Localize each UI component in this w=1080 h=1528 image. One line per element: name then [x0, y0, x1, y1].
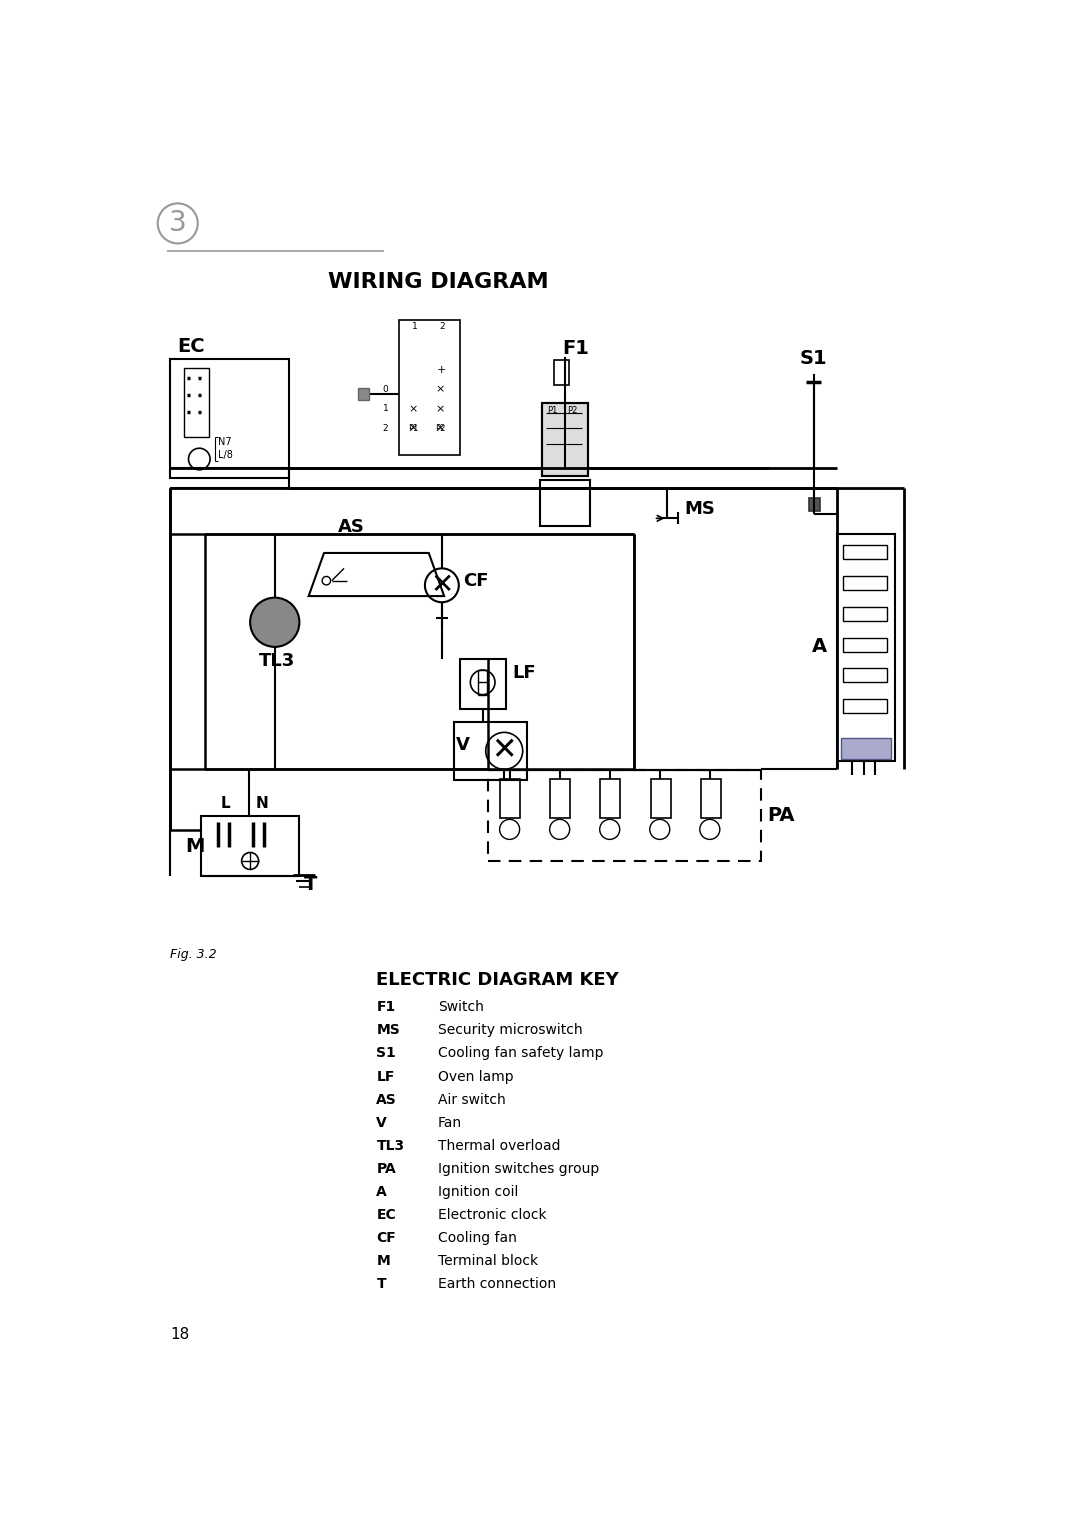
Text: M: M — [186, 837, 205, 856]
Text: 2: 2 — [382, 423, 389, 432]
Text: MS: MS — [377, 1024, 401, 1038]
Bar — [843, 576, 887, 590]
Bar — [542, 403, 589, 475]
Text: Cooling fan safety lamp: Cooling fan safety lamp — [438, 1047, 604, 1060]
Text: Ignition switches group: Ignition switches group — [438, 1161, 599, 1177]
Text: Electronic clock: Electronic clock — [438, 1209, 546, 1222]
Text: ✕: ✕ — [491, 736, 517, 766]
Text: S1: S1 — [377, 1047, 396, 1060]
Text: P1: P1 — [408, 423, 419, 432]
Text: ×: × — [408, 423, 418, 434]
Text: P1: P1 — [548, 406, 557, 416]
Text: LF: LF — [512, 665, 536, 681]
Text: ELECTRIC DIAGRAM KEY: ELECTRIC DIAGRAM KEY — [377, 972, 619, 989]
Text: LF: LF — [377, 1070, 395, 1083]
Text: TL3: TL3 — [259, 652, 296, 669]
Bar — [843, 700, 887, 714]
Bar — [843, 637, 887, 651]
Text: +: + — [437, 365, 446, 376]
Text: Security microswitch: Security microswitch — [438, 1024, 582, 1038]
Text: 18: 18 — [170, 1326, 189, 1342]
Bar — [840, 738, 891, 759]
Text: AS: AS — [377, 1093, 397, 1106]
Text: PA: PA — [377, 1161, 396, 1177]
Bar — [843, 668, 887, 683]
Text: L/8: L/8 — [218, 451, 232, 460]
Text: A: A — [812, 637, 827, 657]
Bar — [540, 480, 591, 526]
Bar — [201, 816, 299, 877]
Bar — [551, 779, 570, 817]
Text: Cooling fan: Cooling fan — [438, 1232, 517, 1245]
Text: Terminal block: Terminal block — [438, 1254, 538, 1268]
Text: EC: EC — [178, 338, 205, 356]
Text: 3: 3 — [168, 209, 187, 237]
Text: Oven lamp: Oven lamp — [438, 1070, 514, 1083]
Text: 0: 0 — [382, 385, 389, 394]
Text: WIRING DIAGRAM: WIRING DIAGRAM — [327, 272, 549, 292]
Bar — [600, 779, 621, 817]
Bar — [184, 368, 208, 437]
Text: P2: P2 — [435, 423, 445, 432]
Text: ×: × — [435, 385, 445, 394]
Text: MS: MS — [685, 500, 715, 518]
Text: S1: S1 — [800, 350, 827, 368]
Text: L: L — [220, 796, 230, 811]
Text: CF: CF — [463, 573, 489, 590]
Text: 2: 2 — [440, 322, 445, 332]
Bar — [542, 403, 589, 475]
Text: TL3: TL3 — [377, 1138, 405, 1152]
Text: ×: × — [435, 403, 445, 414]
Text: ✕: ✕ — [430, 571, 454, 599]
Text: Thermal overload: Thermal overload — [438, 1138, 561, 1152]
Text: Ignition coil: Ignition coil — [438, 1186, 518, 1199]
Text: AS: AS — [338, 518, 365, 536]
Text: EC: EC — [377, 1209, 396, 1222]
Text: P2: P2 — [567, 406, 578, 416]
Bar — [455, 723, 527, 781]
Text: Air switch: Air switch — [438, 1093, 505, 1106]
Text: Earth connection: Earth connection — [438, 1277, 556, 1291]
Text: N: N — [256, 796, 269, 811]
Bar — [650, 779, 671, 817]
Text: CF: CF — [377, 1232, 396, 1245]
Text: 1: 1 — [413, 322, 418, 332]
Bar — [170, 359, 289, 478]
Text: F1: F1 — [563, 339, 590, 359]
Bar — [554, 361, 569, 385]
Bar — [357, 388, 368, 400]
Text: Fig. 3.2: Fig. 3.2 — [170, 949, 217, 961]
Text: F1: F1 — [377, 1001, 395, 1015]
Bar — [837, 533, 894, 761]
Bar — [488, 770, 761, 860]
Bar — [843, 545, 887, 559]
Bar — [843, 607, 887, 620]
Text: N7: N7 — [218, 437, 231, 448]
Text: V: V — [377, 1115, 387, 1129]
Circle shape — [251, 597, 299, 646]
Text: ×: × — [435, 423, 445, 434]
Bar — [809, 498, 820, 512]
Text: T: T — [303, 874, 316, 894]
Bar — [460, 659, 505, 709]
Polygon shape — [309, 553, 444, 596]
Text: T: T — [377, 1277, 386, 1291]
Text: 1: 1 — [382, 405, 389, 414]
Text: M: M — [377, 1254, 390, 1268]
Text: Fan: Fan — [438, 1115, 462, 1129]
Bar — [500, 779, 521, 817]
Text: Switch: Switch — [438, 1001, 484, 1015]
Text: PA: PA — [768, 807, 795, 825]
Bar — [701, 779, 720, 817]
Text: ×: × — [408, 403, 418, 414]
Text: A: A — [377, 1186, 387, 1199]
Text: V: V — [456, 736, 470, 755]
Bar — [400, 321, 460, 455]
